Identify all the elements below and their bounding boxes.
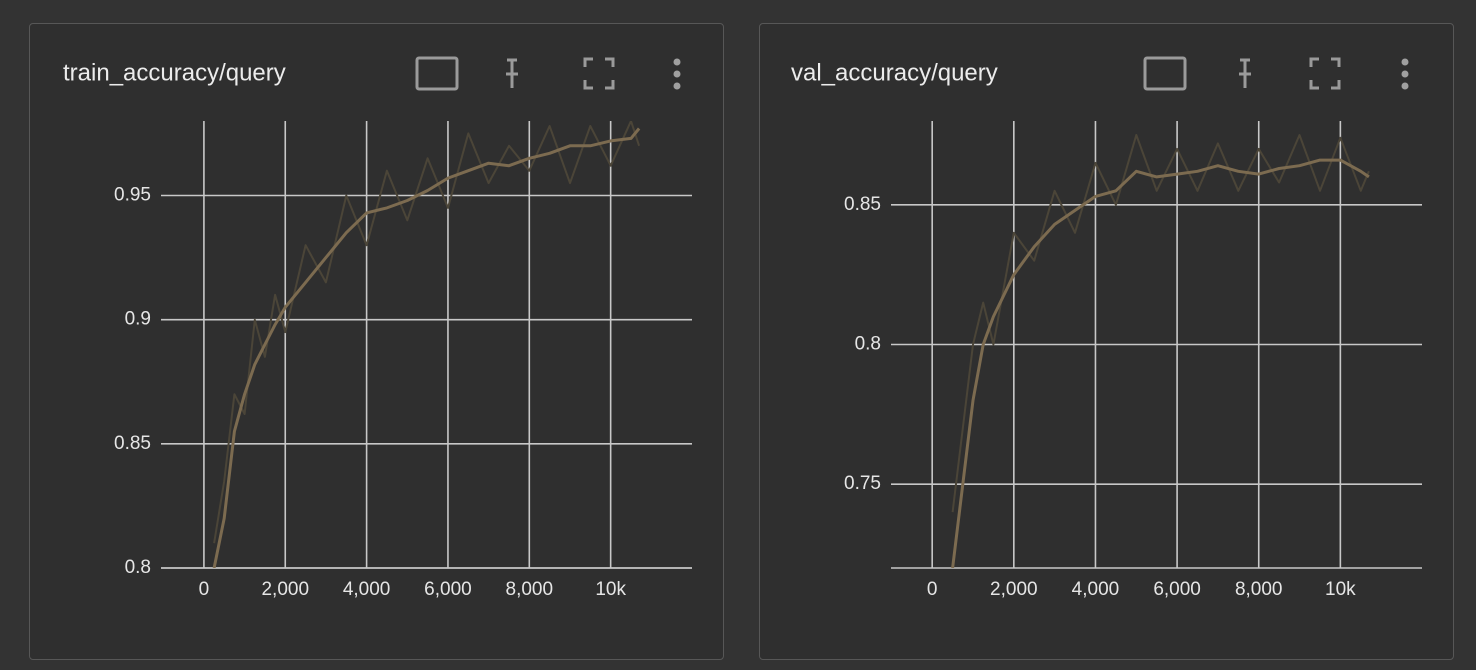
x-tick-label: 4,000 (1072, 579, 1120, 600)
y-tick-label: 0.8 (125, 557, 151, 578)
chart-title: train_accuracy/query (63, 59, 286, 86)
smoothed-line (212, 127, 641, 568)
y-tick-label: 0.8 (855, 334, 881, 355)
menu-button[interactable] (1401, 58, 1409, 90)
y-tick-label: 0.75 (844, 473, 881, 494)
chart-card: val_accuracy/query 0.75 0.8 0.85 0 2,000 4,00… (759, 23, 1454, 660)
x-tick-label: 4,000 (343, 579, 391, 600)
x-tick-label: 2,000 (990, 579, 1038, 600)
pin-button[interactable] (1239, 58, 1251, 88)
chart: train_accuracy/query 0.8 0.85 0.9 0.95 0 2,00… (63, 56, 692, 600)
toolbar (1143, 56, 1409, 91)
x-tick-label: 6,000 (1153, 579, 1201, 600)
x-tick-label: 10k (595, 579, 626, 600)
x-tick-label: 10k (1325, 579, 1356, 600)
x-tick-label: 0 (199, 579, 210, 600)
chart: val_accuracy/query 0.75 0.8 0.85 0 2,000 4,00… (791, 56, 1422, 600)
chart-card: train_accuracy/query 0.8 0.85 0.9 0.95 0 2,00… (29, 23, 724, 660)
smoothed-line (951, 158, 1370, 568)
fit-domain-button[interactable] (415, 56, 459, 91)
x-tick-label: 2,000 (261, 579, 309, 600)
x-tick-label: 6,000 (424, 579, 472, 600)
chart-title: val_accuracy/query (791, 59, 998, 86)
fit-domain-button[interactable] (1143, 56, 1187, 91)
y-tick-label: 0.95 (114, 185, 151, 206)
y-tick-label: 0.85 (114, 433, 151, 454)
x-tick-label: 8,000 (1235, 579, 1283, 600)
toolbar (415, 56, 681, 91)
raw-line (213, 121, 641, 544)
y-tick-label: 0.85 (844, 194, 881, 215)
fullscreen-button[interactable] (583, 57, 615, 90)
pin-button[interactable] (506, 58, 518, 88)
y-tick-label: 0.9 (125, 309, 151, 330)
raw-line (951, 134, 1370, 513)
menu-button[interactable] (673, 58, 681, 90)
x-tick-label: 0 (927, 579, 938, 600)
x-tick-label: 8,000 (506, 579, 554, 600)
fullscreen-button[interactable] (1309, 57, 1341, 90)
